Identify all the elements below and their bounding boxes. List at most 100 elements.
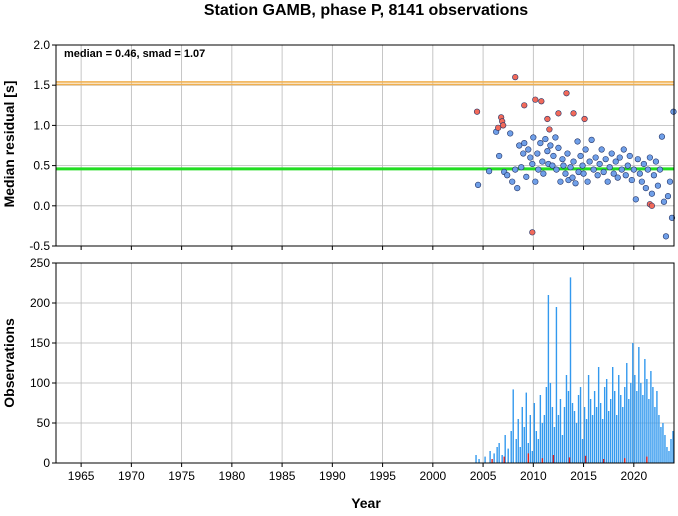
x-tick-label: 1965 bbox=[68, 469, 95, 483]
x-tick-label: 2015 bbox=[570, 469, 597, 483]
data-point bbox=[550, 152, 557, 160]
grid: 1965 1970 1975 1980 1985 1990 1995 2000 2005 2010… bbox=[30, 256, 674, 483]
data-point bbox=[509, 178, 516, 185]
data-point bbox=[598, 146, 605, 153]
data-point bbox=[664, 193, 672, 200]
y-tick-label: 1.5 bbox=[33, 78, 50, 92]
data-point bbox=[600, 168, 607, 176]
chart-title: Station GAMB, phase P, 8141 observations bbox=[204, 2, 528, 19]
data-point bbox=[646, 154, 653, 161]
outlier-point bbox=[581, 115, 588, 123]
outlier-point bbox=[570, 110, 577, 117]
x-tick-label: 1970 bbox=[118, 469, 145, 483]
bottom-y-axis-label: Observations bbox=[1, 318, 17, 408]
data-point bbox=[525, 146, 532, 153]
data-point bbox=[547, 142, 554, 149]
y-tick-label: 50 bbox=[37, 416, 51, 430]
y-tick-label: -0.5 bbox=[29, 239, 50, 253]
data-point bbox=[496, 152, 503, 160]
y-tick-label: 2.0 bbox=[33, 38, 50, 52]
data-point bbox=[572, 180, 579, 187]
x-tick-label: 1975 bbox=[168, 469, 195, 483]
x-tick-label: 1980 bbox=[219, 469, 246, 483]
data-point bbox=[656, 166, 664, 173]
data-point bbox=[520, 150, 527, 157]
data-point bbox=[560, 162, 567, 169]
y-tick-label: 0.0 bbox=[33, 199, 50, 213]
data-point bbox=[504, 172, 511, 179]
data-point bbox=[584, 178, 591, 185]
data-point bbox=[518, 164, 525, 171]
data-point bbox=[537, 139, 544, 147]
data-point bbox=[634, 156, 641, 163]
y-tick-label: 250 bbox=[30, 256, 50, 270]
y-tick-label: 150 bbox=[30, 336, 50, 350]
data-point bbox=[486, 168, 493, 175]
data-point bbox=[668, 214, 676, 221]
x-axis-label: Year bbox=[351, 495, 381, 511]
data-point bbox=[588, 136, 595, 143]
data-point bbox=[650, 172, 658, 179]
x-tick-label: 1985 bbox=[269, 469, 296, 483]
outlier-point bbox=[546, 126, 553, 133]
data-point bbox=[557, 178, 564, 185]
data-point bbox=[567, 164, 574, 171]
x-tick-label: 1995 bbox=[369, 469, 396, 483]
data-point bbox=[542, 135, 549, 143]
data-point bbox=[626, 152, 633, 160]
y-tick-label: 100 bbox=[30, 376, 50, 390]
data-point bbox=[608, 150, 615, 157]
data-point bbox=[606, 164, 613, 171]
observations-panel: 1965 1970 1975 1980 1985 1990 1995 2000 2005 2010… bbox=[30, 256, 675, 483]
data-point bbox=[652, 158, 660, 165]
x-tick-label: 2005 bbox=[470, 469, 497, 483]
data-point bbox=[614, 174, 621, 181]
outlier-point bbox=[500, 122, 507, 129]
x-tick-label: 2020 bbox=[620, 469, 647, 483]
data-point bbox=[662, 233, 670, 240]
y-tick-label: 1.0 bbox=[33, 118, 50, 132]
outlier-point bbox=[532, 96, 539, 103]
data-point bbox=[549, 162, 556, 169]
data-point bbox=[564, 150, 571, 157]
data-point bbox=[544, 148, 551, 155]
data-point bbox=[622, 172, 629, 179]
data-point bbox=[638, 178, 645, 185]
x-tick-label: 2010 bbox=[520, 469, 547, 483]
data-point bbox=[636, 170, 643, 177]
data-point bbox=[644, 166, 651, 173]
data-point bbox=[535, 166, 542, 173]
data-point bbox=[586, 158, 593, 165]
residual-panel: -0.5 0.0 0.5 1.0 1.5 2.0 bbox=[29, 38, 677, 253]
data-point bbox=[616, 154, 623, 161]
data-point bbox=[569, 174, 576, 181]
x-tick-label: 1990 bbox=[319, 469, 346, 483]
outlier-point bbox=[538, 98, 545, 105]
data-point bbox=[512, 166, 519, 173]
data-point bbox=[523, 173, 530, 180]
data-point bbox=[521, 139, 528, 147]
data-point bbox=[540, 170, 547, 177]
y-tick-label: 200 bbox=[30, 296, 50, 310]
panel-frame bbox=[55, 44, 675, 247]
data-point bbox=[670, 108, 677, 115]
data-point bbox=[596, 160, 603, 168]
data-point bbox=[562, 170, 569, 177]
data-point bbox=[527, 154, 534, 161]
data-point bbox=[618, 166, 625, 173]
data-point bbox=[553, 166, 560, 173]
data-point bbox=[612, 158, 619, 165]
data-point bbox=[658, 133, 666, 140]
data-point bbox=[604, 178, 611, 185]
data-point bbox=[594, 172, 601, 179]
data-point bbox=[624, 162, 631, 169]
data-point bbox=[574, 138, 581, 145]
data-point bbox=[628, 176, 635, 184]
outlier-point bbox=[555, 110, 562, 117]
top-y-axis-label: Median residual [s] bbox=[1, 81, 17, 208]
data-point bbox=[666, 178, 674, 185]
data-point bbox=[580, 170, 587, 177]
panel-frame bbox=[55, 262, 675, 464]
grid: -0.5 0.0 0.5 1.0 1.5 2.0 bbox=[29, 38, 674, 253]
